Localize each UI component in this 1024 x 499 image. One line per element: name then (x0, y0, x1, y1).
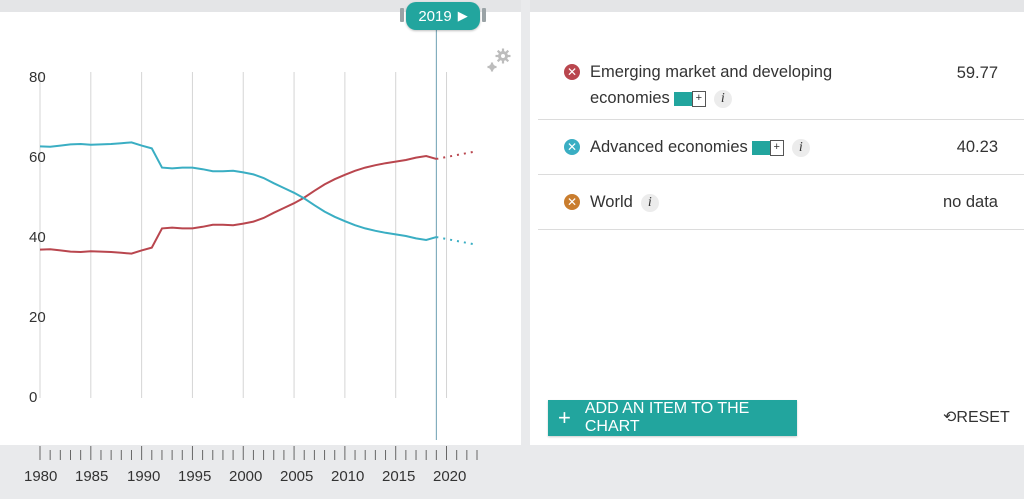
y-tick-label: 20 (29, 309, 46, 326)
y-tick-label: 60 (29, 149, 46, 166)
x-tick-label: 2010 (331, 468, 365, 485)
x-tick-label: 1985 (75, 468, 109, 485)
projection-line (436, 236, 478, 246)
x-tick-label: 2000 (229, 468, 263, 485)
series-name: Emerging market and developing (590, 63, 833, 81)
x-tick-label: 1995 (178, 468, 212, 485)
series-name: World (590, 193, 633, 211)
info-icon[interactable]: i (791, 138, 810, 157)
timeline-handle-left (400, 8, 404, 22)
legend-row-emerging: ✕ Emerging market and developing economi… (538, 52, 1024, 120)
info-icon[interactable]: i (640, 193, 659, 212)
remove-series-icon[interactable]: ✕ (564, 64, 580, 80)
remove-series-icon[interactable]: ✕ (564, 139, 580, 155)
year-label: 2019 (418, 7, 452, 25)
reset-button[interactable]: ⟲RESET (943, 407, 1010, 427)
series-name: Advanced economies (590, 138, 748, 156)
plus-icon: + (558, 405, 571, 430)
reset-label: RESET (956, 409, 1010, 426)
y-tick-label: 40 (29, 229, 46, 246)
timeline-handle-right (482, 8, 486, 22)
series-line (39, 141, 437, 242)
add-item-label: ADD AN ITEM TO THE CHART (584, 400, 750, 435)
projection-line (436, 150, 478, 160)
series-value: no data (942, 193, 998, 211)
series-line (39, 154, 437, 255)
expand-plus-icon[interactable]: + (769, 139, 784, 156)
x-tick-label: 2005 (280, 468, 314, 485)
play-icon[interactable]: ▶ (457, 8, 468, 23)
expand-plus-icon[interactable]: + (691, 90, 706, 107)
x-tick-label: 1980 (24, 468, 58, 485)
legend-panel (530, 12, 1024, 445)
x-tick-label: 2015 (382, 468, 416, 485)
x-tick-label: 2020 (433, 468, 467, 485)
series-value: 59.77 (956, 64, 998, 82)
x-tick-label: 1990 (127, 468, 161, 485)
series-name-cont: economies (590, 89, 670, 107)
series-value: 40.23 (956, 138, 998, 156)
reset-icon: ⟲ (943, 409, 957, 426)
y-tick-label: 0 (29, 389, 38, 406)
legend-row-world: ✕ World i no data (538, 175, 1024, 230)
gear-icon[interactable] (484, 46, 514, 76)
chart-panel (0, 12, 521, 445)
timeline-strip (0, 445, 1024, 499)
top-strip (0, 0, 1024, 12)
add-item-button[interactable]: + ADD AN ITEM TO THE CHART (548, 400, 797, 436)
color-swatch[interactable] (751, 140, 770, 155)
info-icon[interactable]: i (713, 89, 732, 108)
remove-series-icon[interactable]: ✕ (564, 194, 580, 210)
color-swatch[interactable] (673, 91, 692, 106)
y-tick-label: 80 (29, 69, 46, 86)
year-selector[interactable]: 2019 ▶ (406, 2, 480, 30)
legend-row-advanced: ✕ Advanced economies + i 40.23 (538, 120, 1024, 175)
panel-divider (521, 0, 530, 445)
